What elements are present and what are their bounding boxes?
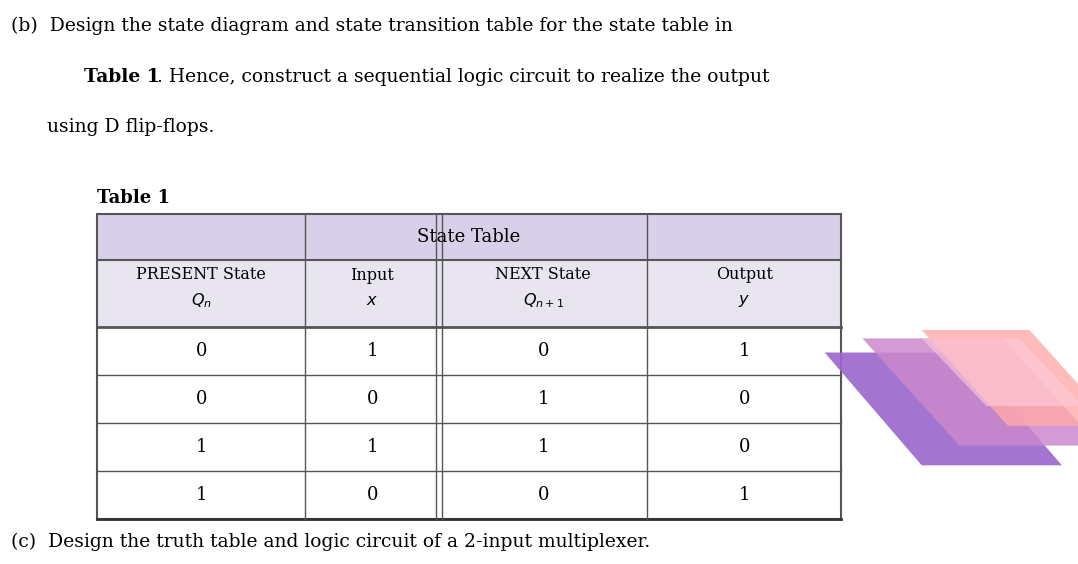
Polygon shape (825, 352, 1062, 465)
Text: 1: 1 (195, 486, 207, 504)
Text: 1: 1 (538, 438, 549, 456)
Text: (b)  Design the state diagram and state transition table for the state table in: (b) Design the state diagram and state t… (11, 17, 733, 35)
Text: State Table: State Table (417, 228, 521, 246)
Polygon shape (922, 330, 1078, 426)
Text: 1: 1 (538, 390, 549, 408)
Text: 0: 0 (195, 342, 207, 360)
Text: Input
$x$: Input $x$ (350, 267, 395, 309)
Text: 0: 0 (538, 342, 549, 360)
Text: 1: 1 (367, 342, 378, 360)
Text: Table 1: Table 1 (97, 189, 170, 207)
Text: 0: 0 (738, 438, 750, 456)
Text: . Hence, construct a sequential logic circuit to realize the output: . Hence, construct a sequential logic ci… (157, 68, 770, 86)
Text: Output
$y$: Output $y$ (716, 266, 773, 309)
Text: 0: 0 (538, 486, 549, 504)
Text: Table 1: Table 1 (84, 68, 160, 86)
Text: 1: 1 (367, 438, 378, 456)
Text: 0: 0 (195, 390, 207, 408)
Text: PRESENT State
$Q_n$: PRESENT State $Q_n$ (136, 266, 266, 310)
Text: 0: 0 (738, 390, 750, 408)
FancyBboxPatch shape (97, 214, 841, 260)
Text: NEXT State
$Q_{n+1}$: NEXT State $Q_{n+1}$ (496, 266, 591, 310)
Text: 1: 1 (738, 342, 750, 360)
Polygon shape (922, 338, 1078, 406)
Text: 1: 1 (195, 438, 207, 456)
FancyBboxPatch shape (97, 260, 841, 327)
Text: (c)  Design the truth table and logic circuit of a 2-input multiplexer.: (c) Design the truth table and logic cir… (11, 533, 650, 551)
Polygon shape (862, 338, 1078, 446)
Text: 0: 0 (367, 390, 378, 408)
Text: 0: 0 (367, 486, 378, 504)
Text: using D flip-flops.: using D flip-flops. (11, 118, 215, 136)
Text: 1: 1 (738, 486, 750, 504)
